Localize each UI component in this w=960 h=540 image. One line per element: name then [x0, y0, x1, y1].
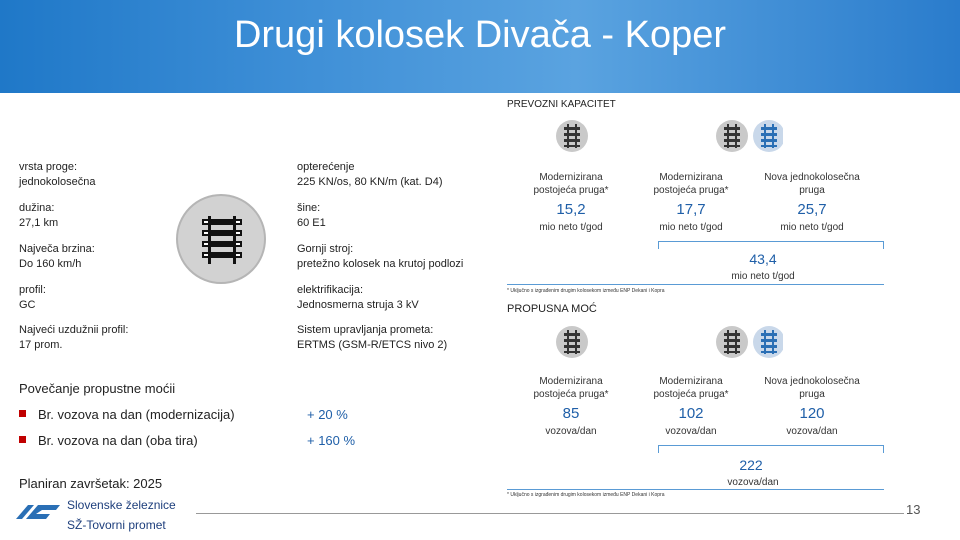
page-number: 13 [906, 502, 921, 517]
spec-value: ERTMS (GSM-R/ETCS nivo 2) [297, 339, 448, 351]
spec-max-speed: Največa brzina: Do 160 km/h [19, 242, 95, 272]
col-title-line: Modernizirana [539, 172, 603, 183]
spec-value: pretežno kolosek na krutoj podlozi [297, 258, 464, 270]
bracket-line [658, 445, 659, 453]
title-banner: Drugi kolosek Divača - Koper [0, 0, 960, 93]
spec-value: 225 KN/os, 80 KN/m (kat. D4) [297, 176, 443, 188]
spec-gradient: Najveći uzdužnii profil: 17 prom. [19, 323, 128, 353]
capacity-col3-value: 25,7 [797, 201, 827, 218]
double-track-icon [716, 120, 783, 152]
col-title-line: postojeća pruga* [653, 185, 729, 196]
capacity-heading: PREVOZNI KAPACITET [507, 99, 616, 110]
throughput-col3-value: 120 [799, 405, 825, 422]
col-title-line: postojeća pruga* [533, 185, 609, 196]
divider-line [507, 489, 884, 490]
spec-label: dužina: [19, 202, 55, 214]
increase-item: Br. vozova na dan (oba tira) [19, 433, 198, 448]
col-title-line: postojeća pruga* [653, 389, 729, 400]
planned-completion: Planiran završetak: 2025 [19, 476, 163, 491]
capacity-col3-title: Nova jednokolosečna pruga [754, 171, 870, 197]
spec-value: GC [19, 299, 36, 311]
capacity-total-unit: mio neto t/god [731, 271, 795, 282]
sz-logo-icon [16, 505, 60, 519]
divider-line [507, 284, 884, 285]
throughput-col3-unit: vozova/dan [786, 426, 838, 437]
bullet-square-icon [19, 410, 26, 417]
capacity-col1-title: Modernizirana postojeća pruga* [513, 171, 629, 197]
increase-item-label: Br. vozova na dan (oba tira) [38, 433, 198, 448]
col-title-line: Nova jednokolosečna [764, 376, 860, 387]
spec-label: Gornji stroj: [297, 243, 354, 255]
increase-item-value: + 160 % [307, 433, 356, 448]
spec-label: Sistem upravljanja prometa: [297, 324, 434, 336]
col-title-line: pruga [799, 389, 825, 400]
spec-superstructure: Gornji stroj: pretežno kolosek na krutoj… [297, 242, 463, 272]
sz-logo: Slovenske železnice SŽ-Tovorni promet [14, 498, 199, 538]
spec-label: Največa brzina: [19, 243, 95, 255]
increase-item-label: Br. vozova na dan (modernizacija) [38, 407, 235, 422]
throughput-col3-title: Nova jednokolosečna pruga [754, 375, 870, 401]
spec-label: Najveći uzdužnii profil: [19, 324, 129, 336]
spec-label: opterećenje [297, 161, 355, 173]
spec-value: jednokolosečna [19, 176, 96, 188]
spec-value: 17 prom. [19, 339, 63, 351]
throughput-col1-title: Modernizirana postojeća pruga* [513, 375, 629, 401]
throughput-col2-unit: vozova/dan [665, 426, 717, 437]
bracket-line [658, 241, 659, 249]
double-track-icon [716, 326, 783, 358]
capacity-col1-value: 15,2 [556, 201, 586, 218]
capacity-col2-unit: mio neto t/god [659, 222, 723, 233]
col-title-line: Modernizirana [659, 376, 723, 387]
capacity-total: 43,4 [749, 251, 777, 267]
throughput-col1-value: 85 [562, 405, 580, 422]
spec-value: 60 E1 [297, 217, 326, 229]
throughput-col2-value: 102 [678, 405, 704, 422]
bullet-square-icon [19, 436, 26, 443]
spec-label: elektrifikacija: [297, 284, 364, 296]
spec-label: vrsta proge: [19, 161, 78, 173]
throughput-heading: PROPUSNA MOĆ [507, 303, 597, 315]
spec-profile: profil: GC [19, 283, 46, 313]
logo-line1: Slovenske železnice [67, 498, 176, 512]
page-title: Drugi kolosek Divača - Koper [233, 14, 727, 56]
col-title-line: Nova jednokolosečna [764, 172, 860, 183]
throughput-col1-unit: vozova/dan [545, 426, 597, 437]
col-title-line: Modernizirana [539, 376, 603, 387]
spec-traffic-control: Sistem upravljanja prometa: ERTMS (GSM-R… [297, 323, 447, 353]
footer-line [196, 513, 904, 514]
spec-value: Jednosmerna struja 3 kV [297, 299, 419, 311]
spec-track-type: vrsta proge: jednokolosečna [19, 160, 95, 190]
bracket-line [658, 445, 884, 446]
throughput-total: 222 [739, 457, 763, 473]
track-icon [556, 120, 588, 152]
spec-label: šine: [297, 202, 321, 214]
track-icon [556, 326, 588, 358]
increase-item: Br. vozova na dan (modernizacija) [19, 407, 235, 422]
increase-title: Povečanje propustne moćii [19, 381, 176, 396]
capacity-col3-unit: mio neto t/god [780, 222, 844, 233]
capacity-col2-title: Modernizirana postojeća pruga* [633, 171, 749, 197]
increase-item-value: + 20 % [307, 407, 348, 422]
bracket-line [658, 241, 884, 242]
capacity-footnote: * Uključno s izgrađenim drugim kolosekom… [507, 288, 665, 294]
col-title-line: Modernizirana [659, 172, 723, 183]
spec-length: dužina: 27,1 km [19, 201, 58, 231]
capacity-col1-unit: mio neto t/god [539, 222, 603, 233]
spec-value: 27,1 km [19, 217, 59, 229]
bracket-line [883, 241, 884, 249]
spec-electrification: elektrifikacija: Jednosmerna struja 3 kV [297, 283, 419, 313]
capacity-col2-value: 17,7 [676, 201, 706, 218]
throughput-col2-title: Modernizirana postojeća pruga* [633, 375, 749, 401]
throughput-total-unit: vozova/dan [727, 477, 779, 488]
spec-value: Do 160 km/h [19, 258, 82, 270]
spec-label: profil: [19, 284, 46, 296]
col-title-line: postojeća pruga* [533, 389, 609, 400]
railway-track-icon [176, 194, 266, 284]
spec-axle-load: opterećenje 225 KN/os, 80 KN/m (kat. D4) [297, 160, 443, 190]
spec-rails: šine: 60 E1 [297, 201, 326, 231]
col-title-line: pruga [799, 185, 825, 196]
logo-line2: SŽ-Tovorni promet [67, 518, 166, 532]
throughput-footnote: * Uključno s izgrađenim drugim kolosekom… [507, 492, 665, 498]
bracket-line [883, 445, 884, 453]
